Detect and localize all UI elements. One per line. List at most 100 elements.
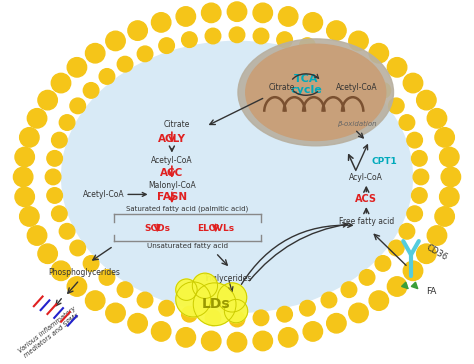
Circle shape	[403, 73, 423, 93]
Circle shape	[59, 223, 75, 239]
Circle shape	[106, 31, 125, 51]
Text: FASN: FASN	[157, 192, 187, 202]
Circle shape	[159, 38, 174, 54]
Circle shape	[176, 282, 211, 317]
Circle shape	[99, 270, 115, 285]
Circle shape	[70, 98, 85, 114]
Circle shape	[224, 300, 248, 323]
Circle shape	[369, 44, 389, 63]
Circle shape	[439, 187, 459, 206]
Circle shape	[85, 291, 105, 310]
Circle shape	[427, 226, 447, 245]
Circle shape	[389, 240, 404, 256]
Circle shape	[51, 73, 71, 93]
Circle shape	[182, 306, 197, 322]
Circle shape	[38, 244, 57, 264]
Text: β-oxidation: β-oxidation	[337, 120, 376, 127]
Circle shape	[83, 256, 99, 271]
Circle shape	[349, 31, 368, 51]
Circle shape	[51, 261, 71, 281]
Ellipse shape	[238, 39, 393, 146]
Circle shape	[47, 188, 63, 203]
Circle shape	[85, 44, 105, 63]
Circle shape	[439, 147, 459, 167]
Circle shape	[15, 187, 35, 206]
Circle shape	[99, 69, 115, 84]
Circle shape	[253, 3, 273, 23]
Circle shape	[52, 132, 67, 148]
Circle shape	[253, 28, 269, 44]
Circle shape	[176, 328, 196, 347]
Circle shape	[83, 83, 99, 98]
Circle shape	[277, 306, 292, 322]
Circle shape	[205, 310, 221, 326]
Circle shape	[387, 58, 407, 77]
Circle shape	[218, 283, 247, 312]
Circle shape	[277, 32, 292, 47]
Circle shape	[327, 21, 346, 40]
Text: ELOVLs: ELOVLs	[197, 224, 234, 233]
Circle shape	[201, 331, 221, 351]
Circle shape	[407, 132, 422, 148]
Circle shape	[182, 32, 197, 47]
Circle shape	[47, 151, 63, 166]
Text: LDs: LDs	[201, 297, 230, 311]
Circle shape	[300, 300, 315, 316]
Circle shape	[341, 282, 357, 297]
Ellipse shape	[62, 41, 412, 312]
Circle shape	[278, 7, 298, 26]
Ellipse shape	[246, 44, 386, 141]
Circle shape	[128, 21, 147, 40]
Text: Acetyl-CoA: Acetyl-CoA	[83, 190, 125, 199]
Circle shape	[159, 300, 174, 316]
Circle shape	[341, 56, 357, 72]
Text: Citrate: Citrate	[164, 120, 190, 129]
Circle shape	[137, 46, 153, 62]
Circle shape	[253, 310, 269, 326]
Circle shape	[399, 115, 415, 130]
Circle shape	[13, 167, 33, 187]
Circle shape	[15, 147, 35, 167]
Text: TCA
cycle: TCA cycle	[290, 74, 322, 95]
Text: ACS: ACS	[356, 194, 377, 204]
Circle shape	[417, 90, 436, 110]
Circle shape	[349, 303, 368, 323]
Circle shape	[253, 331, 273, 351]
Circle shape	[67, 58, 87, 77]
Circle shape	[327, 313, 346, 333]
Circle shape	[359, 69, 375, 84]
Text: Acetyl-CoA: Acetyl-CoA	[151, 156, 193, 165]
Circle shape	[375, 256, 391, 271]
Text: Saturated fatty acid (palmitic acid): Saturated fatty acid (palmitic acid)	[126, 206, 248, 212]
Circle shape	[403, 261, 423, 281]
Circle shape	[152, 322, 171, 341]
Circle shape	[229, 27, 245, 43]
Circle shape	[227, 332, 247, 352]
Circle shape	[152, 13, 171, 32]
Circle shape	[27, 108, 47, 128]
Text: CPT1: CPT1	[371, 157, 397, 166]
Circle shape	[321, 46, 337, 62]
Circle shape	[59, 115, 75, 130]
Circle shape	[387, 277, 407, 296]
Circle shape	[106, 303, 125, 323]
Circle shape	[137, 292, 153, 308]
Text: Acyl-CoA: Acyl-CoA	[349, 173, 383, 182]
Text: Citrate: Citrate	[269, 83, 295, 92]
Text: SCDs: SCDs	[144, 224, 170, 233]
Circle shape	[441, 167, 461, 187]
Circle shape	[389, 98, 404, 114]
Circle shape	[278, 328, 298, 347]
Circle shape	[176, 7, 196, 26]
Text: ACC: ACC	[160, 168, 183, 178]
Text: CD36: CD36	[425, 243, 449, 262]
Text: Acetyl-CoA: Acetyl-CoA	[336, 83, 377, 92]
Circle shape	[192, 273, 218, 298]
Text: Phosphoglycerides: Phosphoglycerides	[48, 268, 120, 277]
Text: FA: FA	[427, 287, 437, 296]
Circle shape	[303, 13, 322, 32]
Circle shape	[176, 279, 197, 300]
Circle shape	[46, 169, 61, 185]
Text: ACLY: ACLY	[158, 134, 186, 144]
Circle shape	[427, 108, 447, 128]
